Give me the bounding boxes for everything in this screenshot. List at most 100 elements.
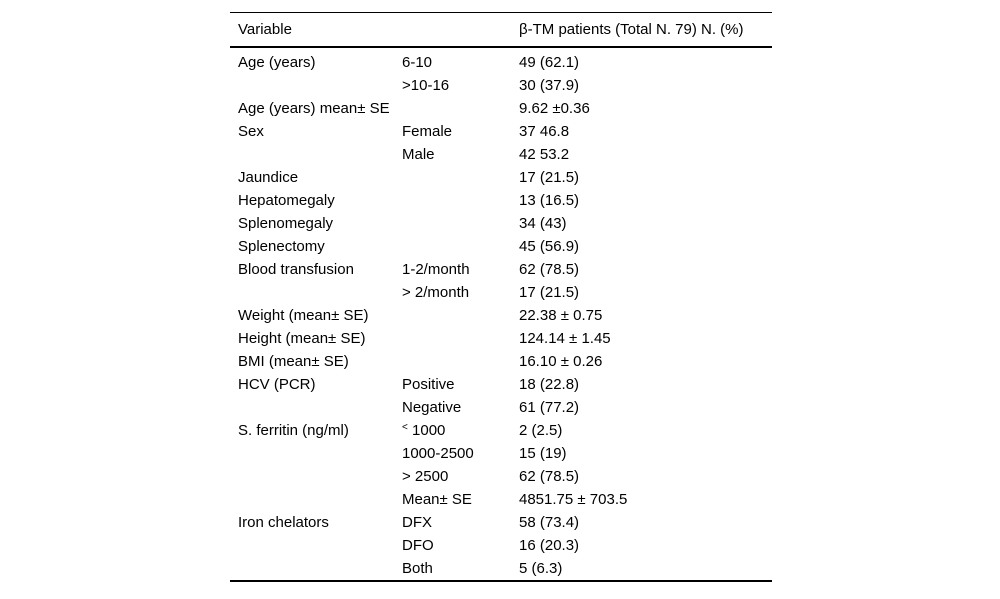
cell-variable xyxy=(230,465,402,488)
cell-category xyxy=(402,304,519,327)
cell-variable: Weight (mean± SE) xyxy=(238,307,369,324)
cell-category: DFO xyxy=(402,537,434,554)
cell-category: Male xyxy=(402,146,435,163)
cell-variable xyxy=(230,396,402,419)
cell-value: 9.62 ±0.36 xyxy=(519,100,590,117)
patient-characteristics-table: Variable β-TM patients (Total N. 79) N. … xyxy=(230,12,772,582)
table-row: Sex Female 37 46.8 xyxy=(230,120,772,143)
cell-variable xyxy=(230,143,402,166)
cell-value: 49 (62.1) xyxy=(519,54,580,71)
cell-category xyxy=(402,235,519,258)
cell-variable: HCV (PCR) xyxy=(238,376,316,393)
cell-variable: Age (years) xyxy=(238,54,316,71)
cell-category: 6-10 xyxy=(402,54,433,71)
cell-category: < 1000 xyxy=(402,422,446,439)
cell-value: 2 (2.5) xyxy=(519,422,563,439)
cell-value: 37 46.8 xyxy=(519,123,570,140)
cell-category xyxy=(402,189,519,212)
cell-variable: BMI (mean± SE) xyxy=(238,353,349,370)
table-row: Splenomegaly 34 (43) xyxy=(230,212,772,235)
data-table: Variable β-TM patients (Total N. 79) N. … xyxy=(230,12,772,582)
cell-category: Mean± SE xyxy=(402,491,472,508)
cell-variable: Hepatomegaly xyxy=(238,192,335,209)
cell-value: 18 (22.8) xyxy=(519,376,580,393)
table-row: Both 5 (6.3) xyxy=(230,557,772,581)
cell-variable: Age (years) mean± SE xyxy=(238,100,390,117)
cell-category xyxy=(402,97,519,120)
cell-value: 62 (78.5) xyxy=(519,261,580,278)
table-row: Negative 61 (77.2) xyxy=(230,396,772,419)
cell-variable xyxy=(230,442,402,465)
cell-category: > 2500 xyxy=(402,468,449,485)
table-row: Iron chelators DFX 58 (73.4) xyxy=(230,511,772,534)
cell-category: > 2/month xyxy=(402,284,470,301)
cell-variable: Jaundice xyxy=(238,169,299,186)
cell-category: 1000-2500 xyxy=(402,445,474,462)
cell-category xyxy=(402,350,519,373)
cell-variable: Height (mean± SE) xyxy=(238,330,366,347)
table-row: Age (years) 6-10 49 (62.1) xyxy=(230,47,772,74)
cell-category: Both xyxy=(402,560,433,577)
cell-value: 15 (19) xyxy=(519,445,567,462)
table-row: Blood transfusion 1-2/month 62 (78.5) xyxy=(230,258,772,281)
cell-value: 4851.75 ± 703.5 xyxy=(519,491,628,508)
cell-value: 13 (16.5) xyxy=(519,192,580,209)
table-row: S. ferritin (ng/ml) < 1000 2 (2.5) xyxy=(230,419,772,442)
cell-variable: S. ferritin (ng/ml) xyxy=(238,422,349,439)
cell-variable: Iron chelators xyxy=(238,514,329,531)
table-row: DFO 16 (20.3) xyxy=(230,534,772,557)
cell-category: >10-16 xyxy=(402,77,450,94)
table-row: Weight (mean± SE) 22.38 ± 0.75 xyxy=(230,304,772,327)
table-row: HCV (PCR) Positive 18 (22.8) xyxy=(230,373,772,396)
cell-variable: Splenectomy xyxy=(238,238,325,255)
table-body: Age (years) 6-10 49 (62.1) >10-16 30 (37.9) A… xyxy=(230,47,772,581)
cell-value: 22.38 ± 0.75 xyxy=(519,307,603,324)
cell-value: 16 (20.3) xyxy=(519,537,580,554)
header-variable: Variable xyxy=(230,12,402,48)
cell-category: 1-2/month xyxy=(402,261,470,278)
table-row: > 2500 62 (78.5) xyxy=(230,465,772,488)
cell-value: 58 (73.4) xyxy=(519,514,580,531)
table-row: Hepatomegaly 13 (16.5) xyxy=(230,189,772,212)
cell-variable: Blood transfusion xyxy=(238,261,354,278)
table-row: Male 42 53.2 xyxy=(230,143,772,166)
cell-category: Negative xyxy=(402,399,462,416)
cell-variable: Splenomegaly xyxy=(238,215,334,232)
header-category xyxy=(402,12,519,48)
table-row: Mean± SE 4851.75 ± 703.5 xyxy=(230,488,772,511)
header-row: Variable β-TM patients (Total N. 79) N. … xyxy=(230,12,772,48)
cell-category: Female xyxy=(402,123,453,140)
cell-variable xyxy=(230,74,402,97)
table-row: >10-16 30 (37.9) xyxy=(230,74,772,97)
header-patients: β-TM patients (Total N. 79) N. (%) xyxy=(519,12,772,48)
cell-category xyxy=(402,327,519,350)
cell-value: 17 (21.5) xyxy=(519,284,580,301)
cell-category xyxy=(402,212,519,235)
cell-value: 16.10 ± 0.26 xyxy=(519,353,603,370)
cell-category xyxy=(402,166,519,189)
cell-variable: Sex xyxy=(238,123,264,140)
table-header: Variable β-TM patients (Total N. 79) N. … xyxy=(230,12,772,48)
cell-value: 61 (77.2) xyxy=(519,399,580,416)
cell-variable xyxy=(230,557,402,581)
cell-value: 5 (6.3) xyxy=(519,560,563,577)
table-row: Age (years) mean± SE 9.62 ±0.36 xyxy=(230,97,772,120)
table-row: Splenectomy 45 (56.9) xyxy=(230,235,772,258)
cell-value: 62 (78.5) xyxy=(519,468,580,485)
cell-value: 42 53.2 xyxy=(519,146,570,163)
cell-value: 30 (37.9) xyxy=(519,77,580,94)
table-row: > 2/month 17 (21.5) xyxy=(230,281,772,304)
table-row: Jaundice 17 (21.5) xyxy=(230,166,772,189)
table-row: Height (mean± SE) 124.14 ± 1.45 xyxy=(230,327,772,350)
cell-value: 124.14 ± 1.45 xyxy=(519,330,611,347)
less-than-superscript: < xyxy=(402,422,408,433)
cell-variable xyxy=(230,534,402,557)
cell-variable xyxy=(230,488,402,511)
cell-value: 45 (56.9) xyxy=(519,238,580,255)
cell-category: DFX xyxy=(402,514,432,531)
table-row: 1000-2500 15 (19) xyxy=(230,442,772,465)
cell-value: 34 (43) xyxy=(519,215,567,232)
table-row: BMI (mean± SE) 16.10 ± 0.26 xyxy=(230,350,772,373)
cell-category: Positive xyxy=(402,376,455,393)
cell-value: 17 (21.5) xyxy=(519,169,580,186)
